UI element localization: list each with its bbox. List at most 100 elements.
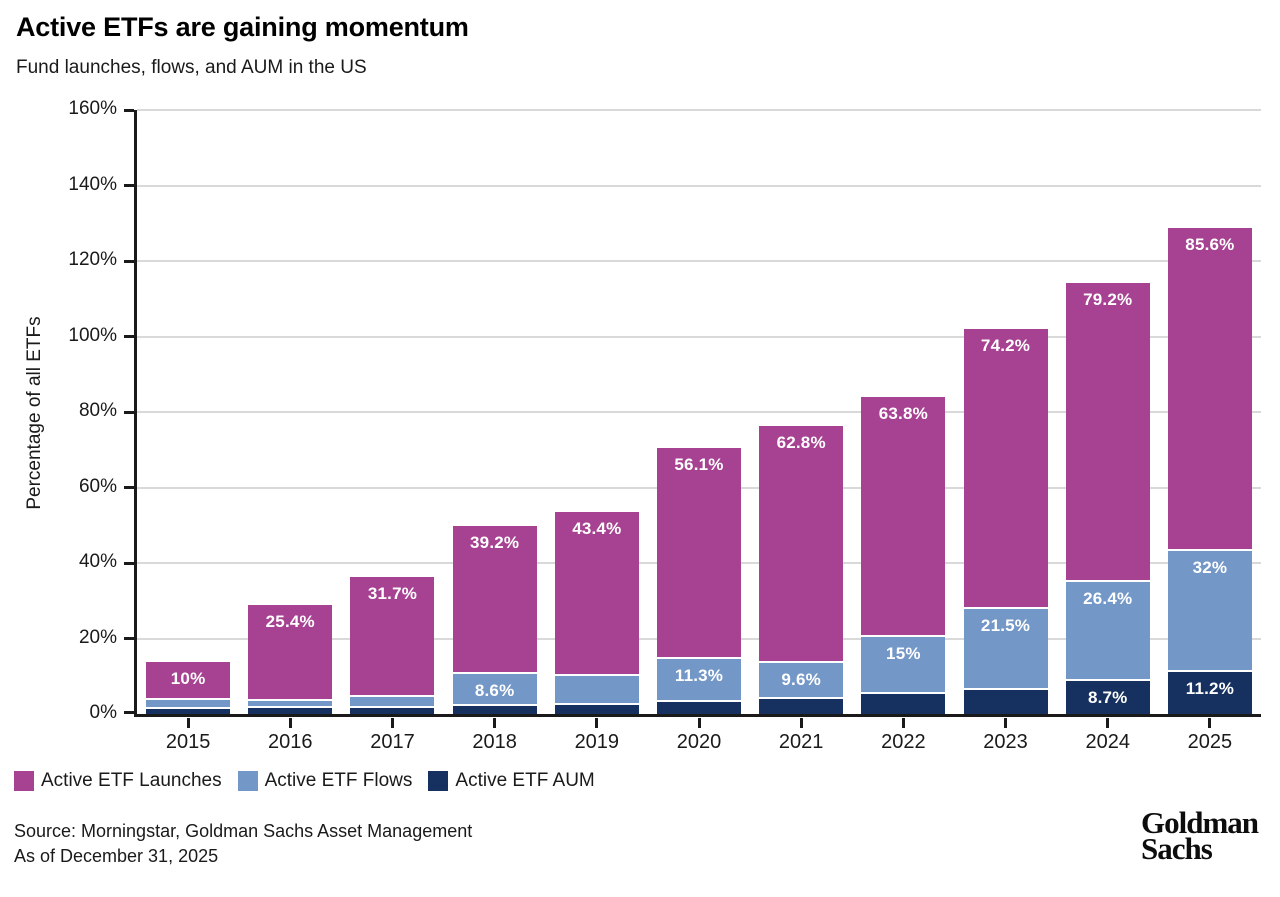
bar-segment-active-etf-flows: 8.6% bbox=[452, 673, 537, 707]
y-tick-mark-60 bbox=[124, 486, 134, 489]
y-tick-mark-140 bbox=[124, 184, 134, 187]
gridline-140 bbox=[137, 184, 1261, 187]
bar-segment-active-etf-launches: 25.4% bbox=[248, 604, 333, 701]
x-axis-label-2017: 2017 bbox=[370, 731, 415, 753]
x-axis-label-2023: 2023 bbox=[983, 731, 1028, 753]
x-axis-label-2015: 2015 bbox=[165, 731, 211, 753]
y-axis-title: Percentage of all ETFs bbox=[24, 316, 45, 510]
bar-segment-label: 39.2% bbox=[470, 532, 520, 552]
source-block: Source: Morningstar, Goldman Sachs Asset… bbox=[14, 819, 472, 869]
bar-segment-active-etf-aum bbox=[350, 707, 435, 714]
x-tick-mark-2020 bbox=[697, 718, 701, 728]
y-tick-label: 0% bbox=[89, 702, 117, 723]
bar-group-2019: 43.4% bbox=[554, 511, 639, 714]
bar-group-2023: 74.2% 21.5% bbox=[963, 328, 1048, 714]
bar-segment-active-etf-launches: 63.8% bbox=[861, 396, 946, 638]
as-of-text: As of December 31, 2025 bbox=[14, 846, 219, 866]
bar-segment-active-etf-flows bbox=[248, 700, 333, 709]
y-tick-mark-160 bbox=[124, 108, 134, 112]
gridline-100 bbox=[137, 335, 1261, 338]
bar-segment-active-etf-aum bbox=[963, 689, 1048, 714]
bar-segment-active-etf-launches: 10% bbox=[146, 661, 231, 700]
bar-group-2017: 31.7% bbox=[350, 576, 435, 714]
y-tick-label: 40% bbox=[78, 551, 117, 572]
plot-area: 0% 20% 40% 60% 80% 100% 120% 140% 160% 10% 2015 25.… bbox=[68, 98, 1261, 753]
source-text: Source: Morningstar, Goldman Sachs Asset… bbox=[14, 821, 473, 841]
x-axis-label-2019: 2019 bbox=[574, 731, 620, 753]
x-axis-label-2022: 2022 bbox=[881, 731, 926, 753]
gridline-120 bbox=[137, 260, 1261, 262]
x-tick-mark-2025 bbox=[1208, 718, 1212, 728]
gridline-160 bbox=[137, 109, 1261, 111]
legend: Active ETF Launches Active ETF Flows Activ… bbox=[14, 770, 595, 792]
bar-segment-label: 43.4% bbox=[572, 518, 622, 538]
bar-segment-active-etf-flows: 15% bbox=[861, 637, 946, 694]
x-tick-mark-2015 bbox=[186, 718, 190, 728]
bar-segment-active-etf-aum bbox=[146, 709, 231, 714]
y-tick-mark-120 bbox=[124, 259, 134, 263]
y-tick-label: 20% bbox=[78, 626, 117, 648]
bar-segment-active-etf-flows bbox=[146, 699, 231, 710]
bar-segment-active-etf-aum: 8.7% bbox=[1065, 681, 1150, 714]
bar-segment-label: 62.8% bbox=[776, 432, 826, 452]
bar-segment-label: 32% bbox=[1192, 557, 1228, 577]
x-tick-mark-2022 bbox=[901, 718, 905, 728]
bar-segment-active-etf-launches: 39.2% bbox=[452, 525, 537, 674]
y-tick-label: 120% bbox=[68, 249, 117, 270]
bar-segment-active-etf-launches: 62.8% bbox=[759, 425, 844, 663]
x-axis-label-2021: 2021 bbox=[778, 731, 824, 753]
legend-item-active-etf-flows: Active ETF Flows bbox=[237, 770, 412, 792]
bar-segment-label: 26.4% bbox=[1083, 588, 1133, 608]
bar-group-2022: 63.8% 15% bbox=[861, 396, 946, 714]
legend-item-active-etf-aum: Active ETF AUM bbox=[428, 770, 595, 792]
bar-segment-active-etf-flows: 21.5% bbox=[963, 608, 1048, 690]
bar-segment-label: 9.6% bbox=[781, 669, 821, 689]
y-tick-label: 140% bbox=[68, 173, 117, 195]
x-axis-label-2018: 2018 bbox=[472, 731, 517, 753]
chart-title: Active ETFs are gaining momentum bbox=[16, 12, 469, 42]
bar-group-2018: 39.2% 8.6% bbox=[452, 525, 537, 714]
bar-segment-active-etf-launches: 79.2% bbox=[1065, 282, 1150, 582]
bar-group-2024: 79.2% 26.4% 8.7% bbox=[1065, 282, 1150, 714]
bar-segment-active-etf-aum bbox=[248, 708, 333, 714]
bar-segment-label: 25.4% bbox=[265, 611, 315, 631]
bar-segment-active-etf-launches: 74.2% bbox=[963, 328, 1048, 609]
y-tick-mark-100 bbox=[124, 335, 134, 338]
bar-segment-label: 63.8% bbox=[878, 403, 928, 423]
bar-segment-active-etf-aum bbox=[759, 698, 844, 714]
x-tick-mark-2018 bbox=[493, 718, 497, 728]
bar-segment-active-etf-aum: 11.2% bbox=[1167, 671, 1252, 714]
bar-segment-active-etf-aum bbox=[861, 694, 946, 714]
bar-segment-label: 85.6% bbox=[1185, 234, 1235, 254]
x-axis-label-2025: 2025 bbox=[1187, 731, 1233, 753]
bar-group-2015: 10% bbox=[146, 661, 231, 714]
bar-segment-label: 31.7% bbox=[367, 583, 418, 603]
x-axis-label-2016: 2016 bbox=[268, 731, 313, 753]
chart-subtitle: Fund launches, flows, and AUM in the US bbox=[16, 57, 367, 78]
bar-group-2025: 85.6% 32% 11.2% bbox=[1167, 227, 1252, 714]
bar-segment-active-etf-flows bbox=[350, 696, 435, 708]
legend-item-active-etf-launches: Active ETF Launches bbox=[14, 770, 222, 792]
legend-swatch bbox=[237, 771, 258, 791]
bar-segment-label: 8.7% bbox=[1087, 688, 1128, 708]
bar-segment-active-etf-flows: 26.4% bbox=[1065, 581, 1150, 682]
x-axis-label-2024: 2024 bbox=[1085, 731, 1130, 753]
bar-segment-active-etf-aum bbox=[452, 706, 537, 714]
x-tick-mark-2023 bbox=[1004, 718, 1008, 728]
bar-segment-label: 15% bbox=[886, 644, 921, 664]
x-axis-label-2020: 2020 bbox=[676, 731, 722, 753]
bar-segment-active-etf-aum bbox=[554, 704, 639, 714]
y-tick-mark-40 bbox=[124, 561, 134, 565]
x-tick-mark-2019 bbox=[595, 718, 599, 728]
legend-swatch bbox=[428, 771, 449, 791]
bar-segment-active-etf-flows: 32% bbox=[1167, 550, 1252, 672]
legend-label: Active ETF Launches bbox=[41, 770, 222, 791]
bar-segment-label: 74.2% bbox=[980, 335, 1031, 355]
y-tick-label: 160% bbox=[68, 98, 117, 119]
bar-segment-label: 8.6% bbox=[474, 680, 515, 700]
x-tick-mark-2024 bbox=[1106, 718, 1110, 728]
legend-label: Active ETF AUM bbox=[455, 770, 595, 791]
y-tick-mark-0 bbox=[124, 711, 134, 714]
bar-segment-active-etf-flows bbox=[554, 675, 639, 705]
